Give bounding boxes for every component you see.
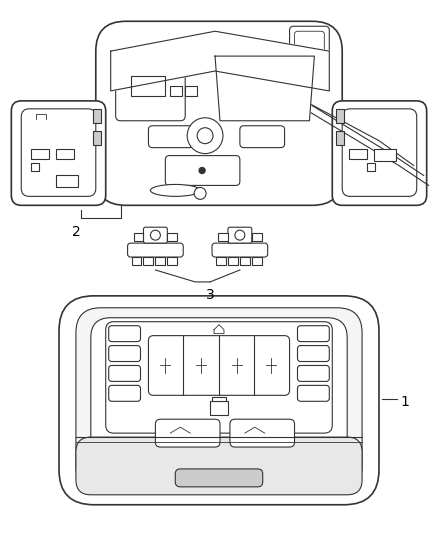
FancyBboxPatch shape (230, 419, 294, 447)
Bar (210, 401, 228, 415)
Bar (336, 131, 344, 144)
Bar (131, 76, 165, 96)
FancyBboxPatch shape (91, 318, 347, 479)
FancyBboxPatch shape (297, 345, 329, 361)
Bar (93, 131, 101, 144)
Ellipse shape (150, 184, 200, 196)
FancyBboxPatch shape (165, 156, 240, 185)
FancyBboxPatch shape (240, 126, 285, 148)
Circle shape (150, 230, 160, 240)
FancyBboxPatch shape (155, 419, 220, 447)
Bar (93, 109, 101, 123)
FancyBboxPatch shape (228, 227, 252, 243)
Bar (56, 149, 74, 158)
Circle shape (235, 230, 245, 240)
FancyBboxPatch shape (116, 56, 185, 121)
FancyBboxPatch shape (109, 366, 141, 382)
FancyBboxPatch shape (144, 227, 167, 243)
Circle shape (187, 118, 223, 154)
FancyBboxPatch shape (297, 385, 329, 401)
FancyBboxPatch shape (294, 31, 324, 56)
Bar (374, 149, 396, 160)
FancyBboxPatch shape (109, 385, 141, 401)
Circle shape (199, 167, 205, 173)
Bar (31, 149, 49, 158)
Text: 2: 2 (71, 225, 80, 239)
Bar (31, 163, 39, 171)
FancyBboxPatch shape (342, 109, 417, 196)
FancyBboxPatch shape (11, 101, 106, 205)
Bar (155, 257, 165, 265)
FancyBboxPatch shape (109, 326, 141, 342)
FancyBboxPatch shape (96, 21, 342, 205)
FancyBboxPatch shape (297, 326, 329, 342)
Bar (212, 397, 226, 401)
Bar (167, 257, 177, 265)
Bar (240, 257, 250, 265)
Circle shape (194, 188, 206, 199)
Bar (367, 163, 375, 171)
Bar (228, 257, 238, 265)
FancyBboxPatch shape (297, 366, 329, 382)
FancyBboxPatch shape (127, 243, 183, 257)
Bar (336, 109, 344, 123)
Bar (252, 257, 262, 265)
FancyBboxPatch shape (148, 336, 290, 395)
Bar (134, 233, 144, 241)
Polygon shape (111, 31, 329, 91)
Bar (131, 257, 141, 265)
FancyBboxPatch shape (76, 437, 362, 495)
Bar (144, 257, 153, 265)
FancyBboxPatch shape (76, 308, 362, 492)
FancyBboxPatch shape (290, 26, 329, 61)
FancyBboxPatch shape (212, 243, 268, 257)
FancyBboxPatch shape (59, 296, 379, 505)
FancyBboxPatch shape (148, 126, 193, 148)
Bar (252, 233, 262, 241)
Polygon shape (215, 56, 314, 121)
Bar (170, 86, 182, 96)
Text: 1: 1 (401, 395, 410, 409)
Bar (56, 175, 78, 188)
Bar (349, 149, 367, 158)
FancyBboxPatch shape (332, 101, 427, 205)
Bar (185, 86, 197, 96)
Text: 3: 3 (206, 288, 215, 302)
Circle shape (197, 128, 213, 144)
Bar (216, 257, 226, 265)
FancyBboxPatch shape (175, 469, 263, 487)
FancyBboxPatch shape (109, 345, 141, 361)
FancyBboxPatch shape (106, 322, 332, 433)
Bar (218, 233, 228, 241)
Bar (167, 233, 177, 241)
FancyBboxPatch shape (21, 109, 96, 196)
